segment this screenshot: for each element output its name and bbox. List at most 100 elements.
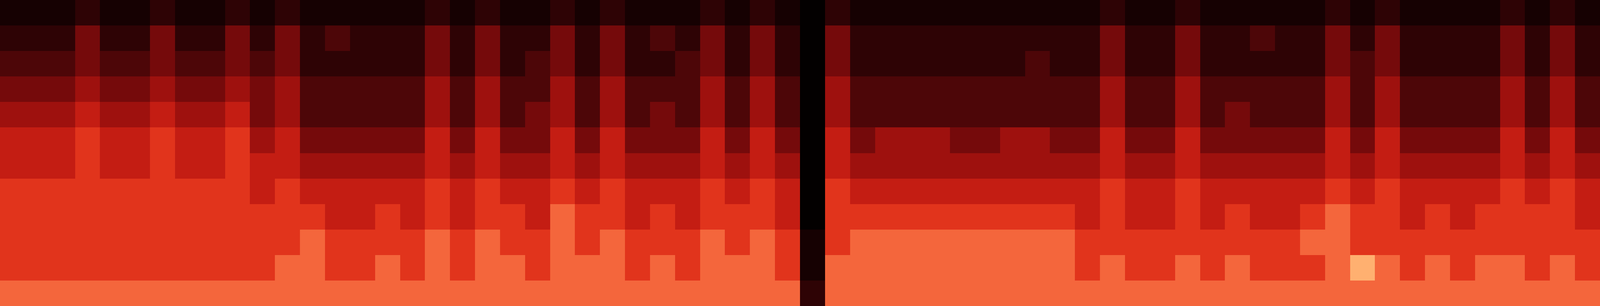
- heatmap-cell: [1574, 101, 1600, 128]
- heatmap-cell: [1200, 254, 1226, 281]
- heatmap-cell: [0, 204, 26, 230]
- heatmap-cell: [249, 254, 275, 281]
- heatmap-cell: [474, 229, 501, 256]
- heatmap-cell: [400, 50, 426, 77]
- heatmap-cell: [1424, 101, 1451, 128]
- heatmap-cell: [1200, 178, 1226, 205]
- heatmap-cell: [825, 178, 851, 205]
- heatmap-cell: [1200, 50, 1226, 77]
- heatmap-cell: [975, 280, 1001, 306]
- heatmap-cell: [1350, 0, 1376, 26]
- heatmap-cell: [1549, 50, 1575, 77]
- heatmap-cell: [525, 127, 551, 154]
- heatmap-cell: [724, 127, 750, 154]
- heatmap-cell: [1049, 76, 1075, 103]
- heatmap-cell: [1025, 229, 1051, 256]
- heatmap-cell: [1374, 25, 1400, 52]
- heatmap-cell: [1274, 0, 1301, 26]
- heatmap-cell: [599, 178, 625, 205]
- heatmap-cell: [1374, 101, 1400, 128]
- heatmap-cell: [299, 76, 326, 103]
- heatmap-cell: [749, 178, 775, 205]
- heatmap-cell: [1549, 254, 1575, 281]
- heatmap-cell: [99, 101, 125, 128]
- heatmap-cell: [0, 25, 26, 52]
- heatmap-cell: [274, 101, 300, 128]
- heatmap-cell: [650, 178, 676, 205]
- heatmap-cell: [774, 229, 800, 256]
- heatmap-cell: [525, 280, 551, 306]
- heatmap-cell: [1200, 127, 1226, 154]
- heatmap-cell: [1099, 101, 1126, 128]
- heatmap-cell: [350, 280, 376, 306]
- heatmap-cell: [1500, 178, 1526, 205]
- heatmap-cell: [400, 25, 426, 52]
- heatmap-cell: [550, 204, 576, 230]
- heatmap-cell: [1049, 50, 1075, 77]
- heatmap-cell: [850, 76, 876, 103]
- heatmap-cell: [1374, 178, 1400, 205]
- heatmap-cell: [1025, 204, 1051, 230]
- heatmap-cell: [0, 76, 26, 103]
- heatmap-cell: [1150, 153, 1176, 180]
- heatmap-cell: [1200, 229, 1226, 256]
- heatmap-cell: [500, 204, 526, 230]
- heatmap-cell: [449, 153, 475, 180]
- heatmap-cell: [1374, 50, 1400, 77]
- heatmap-cell: [1200, 153, 1226, 180]
- heatmap-cell: [550, 178, 576, 205]
- heatmap-cell: [850, 229, 876, 256]
- heatmap-cell: [724, 50, 750, 77]
- heatmap-cell: [375, 178, 401, 205]
- heatmap-cell: [1549, 127, 1575, 154]
- heatmap-cell: [50, 280, 76, 306]
- heatmap-cell: [1374, 153, 1400, 180]
- heatmap-cell: [225, 25, 251, 52]
- heatmap-cell: [225, 178, 251, 205]
- heatmap-cell: [1475, 50, 1501, 77]
- heatmap-cell: [474, 254, 501, 281]
- heatmap-cell: [400, 229, 426, 256]
- heatmap-cell: [875, 76, 901, 103]
- heatmap-cell: [149, 25, 176, 52]
- heatmap-cell: [1549, 0, 1575, 26]
- heatmap-cell: [249, 50, 275, 77]
- heatmap-cell: [1500, 50, 1526, 77]
- heatmap-cell: [325, 25, 351, 52]
- heatmap-cell: [1399, 254, 1425, 281]
- heatmap-cell: [474, 76, 501, 103]
- heatmap-cell: [1000, 153, 1026, 180]
- heatmap-cell: [1424, 76, 1451, 103]
- heatmap-cell: [924, 127, 950, 154]
- heatmap-cell: [825, 280, 851, 306]
- heatmap-cell: [749, 204, 775, 230]
- heatmap-cell: [1025, 178, 1051, 205]
- heatmap-cell: [1099, 254, 1126, 281]
- heatmap-cell: [599, 204, 625, 230]
- heatmap-cell: [700, 25, 726, 52]
- heatmap-cell: [650, 25, 676, 52]
- heatmap-cell: [850, 204, 876, 230]
- heatmap-cell: [449, 101, 475, 128]
- heatmap-cell: [850, 178, 876, 205]
- heatmap-cell: [149, 280, 176, 306]
- heatmap-cell: [50, 229, 76, 256]
- heatmap-cell: [1450, 76, 1476, 103]
- heatmap-cell: [0, 178, 26, 205]
- heatmap-cell: [599, 254, 625, 281]
- heatmap-cell: [175, 178, 201, 205]
- heatmap-cell: [749, 127, 775, 154]
- heatmap-cell: [124, 25, 150, 52]
- heatmap-cell: [975, 25, 1001, 52]
- heatmap-cell: [774, 101, 800, 128]
- heatmap-cell: [1175, 229, 1201, 256]
- heatmap-cell: [924, 280, 950, 306]
- heatmap-cell: [624, 229, 651, 256]
- heatmap-cell: [774, 153, 800, 180]
- heatmap-cell: [99, 25, 125, 52]
- heatmap-cell: [850, 153, 876, 180]
- heatmap-cell: [1175, 204, 1201, 230]
- heatmap-cell: [525, 254, 551, 281]
- heatmap-cell: [1074, 101, 1100, 128]
- heatmap-cell: [975, 204, 1001, 230]
